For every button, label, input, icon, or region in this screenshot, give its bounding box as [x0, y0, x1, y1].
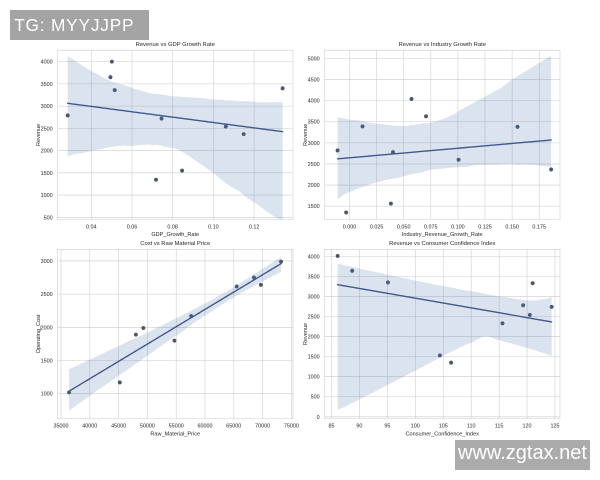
svg-text:2000: 2000: [308, 183, 320, 189]
svg-text:45000: 45000: [111, 423, 126, 429]
svg-text:75000: 75000: [284, 423, 299, 429]
svg-text:Consumer_Confidence_Index: Consumer_Confidence_Index: [406, 431, 480, 437]
svg-text:Revenue vs GDP Growth Rate: Revenue vs GDP Growth Rate: [136, 42, 215, 48]
svg-text:90: 90: [356, 423, 362, 429]
svg-text:50000: 50000: [140, 423, 155, 429]
svg-text:0.12: 0.12: [249, 224, 260, 230]
svg-text:55000: 55000: [169, 423, 184, 429]
svg-text:0.08: 0.08: [167, 224, 178, 230]
svg-text:120: 120: [523, 423, 532, 429]
svg-text:3500: 3500: [308, 274, 320, 280]
svg-text:0.150: 0.150: [505, 224, 519, 230]
svg-text:1000: 1000: [308, 375, 320, 381]
svg-text:4500: 4500: [308, 78, 320, 84]
svg-text:Revenue vs Consumer Confidence: Revenue vs Consumer Confidence Index: [389, 241, 495, 247]
svg-text:GDP_Growth_Rate: GDP_Growth_Rate: [151, 232, 199, 238]
svg-text:3500: 3500: [41, 82, 53, 88]
svg-text:85: 85: [328, 423, 334, 429]
svg-text:0: 0: [317, 415, 320, 421]
svg-text:0.100: 0.100: [451, 224, 465, 230]
svg-text:Operating_Cost: Operating_Cost: [36, 314, 42, 353]
svg-text:3000: 3000: [41, 104, 53, 110]
svg-text:1000: 1000: [41, 193, 53, 199]
svg-text:110: 110: [467, 423, 476, 429]
svg-text:0.125: 0.125: [478, 224, 492, 230]
svg-text:70000: 70000: [255, 423, 270, 429]
svg-text:0.050: 0.050: [397, 224, 411, 230]
svg-text:125: 125: [550, 423, 559, 429]
svg-text:0.025: 0.025: [370, 224, 384, 230]
svg-text:4000: 4000: [308, 254, 320, 260]
svg-text:0.06: 0.06: [127, 224, 138, 230]
svg-text:0.175: 0.175: [532, 224, 546, 230]
svg-text:60000: 60000: [197, 423, 212, 429]
svg-text:100: 100: [411, 423, 420, 429]
svg-text:Cost vs Raw Material Price: Cost vs Raw Material Price: [140, 241, 210, 247]
svg-text:3000: 3000: [41, 259, 53, 265]
svg-text:2500: 2500: [308, 162, 320, 168]
svg-text:2000: 2000: [41, 149, 53, 155]
svg-text:2000: 2000: [41, 325, 53, 331]
svg-text:500: 500: [311, 395, 320, 401]
svg-text:1500: 1500: [41, 358, 53, 364]
svg-text:Revenue: Revenue: [303, 124, 309, 146]
svg-text:Revenue: Revenue: [303, 323, 309, 345]
svg-text:Raw_Material_Price: Raw_Material_Price: [150, 431, 200, 437]
svg-text:1000: 1000: [41, 392, 53, 398]
svg-text:2500: 2500: [41, 292, 53, 298]
svg-text:3000: 3000: [308, 294, 320, 300]
svg-text:2000: 2000: [308, 335, 320, 341]
svg-text:1500: 1500: [308, 204, 320, 210]
svg-text:0.10: 0.10: [208, 224, 219, 230]
svg-text:2500: 2500: [308, 314, 320, 320]
svg-text:Revenue: Revenue: [36, 124, 42, 146]
svg-text:3000: 3000: [308, 141, 320, 147]
svg-text:Industry_Revenue_Growth_Rate: Industry_Revenue_Growth_Rate: [402, 232, 483, 238]
svg-text:115: 115: [495, 423, 504, 429]
svg-text:2500: 2500: [41, 126, 53, 132]
svg-text:65000: 65000: [226, 423, 241, 429]
svg-text:500: 500: [44, 215, 53, 221]
svg-text:105: 105: [439, 423, 448, 429]
svg-text:40000: 40000: [82, 423, 97, 429]
svg-text:0.000: 0.000: [343, 224, 357, 230]
svg-text:5000: 5000: [308, 56, 320, 62]
svg-text:1500: 1500: [308, 355, 320, 361]
svg-text:1500: 1500: [41, 171, 53, 177]
svg-text:0.075: 0.075: [424, 224, 438, 230]
svg-text:4000: 4000: [41, 60, 53, 66]
svg-text:Revenue vs Industry Growth Rat: Revenue vs Industry Growth Rate: [399, 42, 486, 48]
svg-text:4000: 4000: [308, 99, 320, 105]
svg-text:35000: 35000: [53, 423, 68, 429]
svg-text:95: 95: [384, 423, 390, 429]
svg-text:0.04: 0.04: [86, 224, 97, 230]
svg-text:3500: 3500: [308, 120, 320, 126]
